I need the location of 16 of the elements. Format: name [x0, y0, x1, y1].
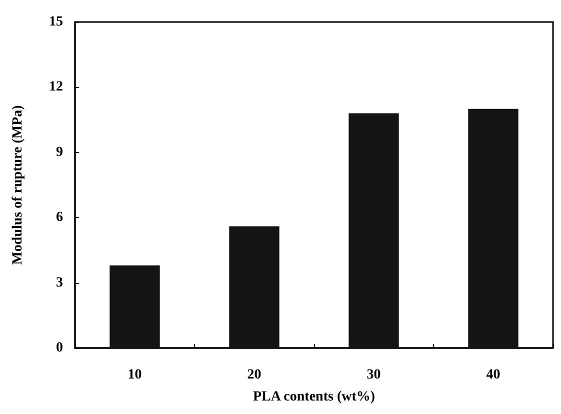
bar	[468, 108, 518, 348]
x-axis-title: PLA contents (wt%)	[252, 390, 376, 404]
y-tick-label: 15	[49, 14, 63, 30]
bar	[110, 265, 160, 348]
y-tick-label: 9	[56, 144, 63, 160]
x-tick-label: 10	[128, 368, 142, 382]
y-tick-label: 0	[56, 340, 63, 356]
x-tick-label: 30	[366, 368, 381, 382]
y-axis-title: Modulus of rupture (MPa)	[10, 104, 26, 265]
y-tick-label: 6	[56, 210, 63, 226]
bar	[229, 226, 280, 348]
bar	[348, 113, 399, 348]
y-tick-label: 3	[56, 275, 63, 290]
x-tick-label: 20	[247, 368, 262, 382]
y-tick-label: 12	[49, 80, 63, 95]
x-tick-label: 40	[486, 368, 500, 382]
